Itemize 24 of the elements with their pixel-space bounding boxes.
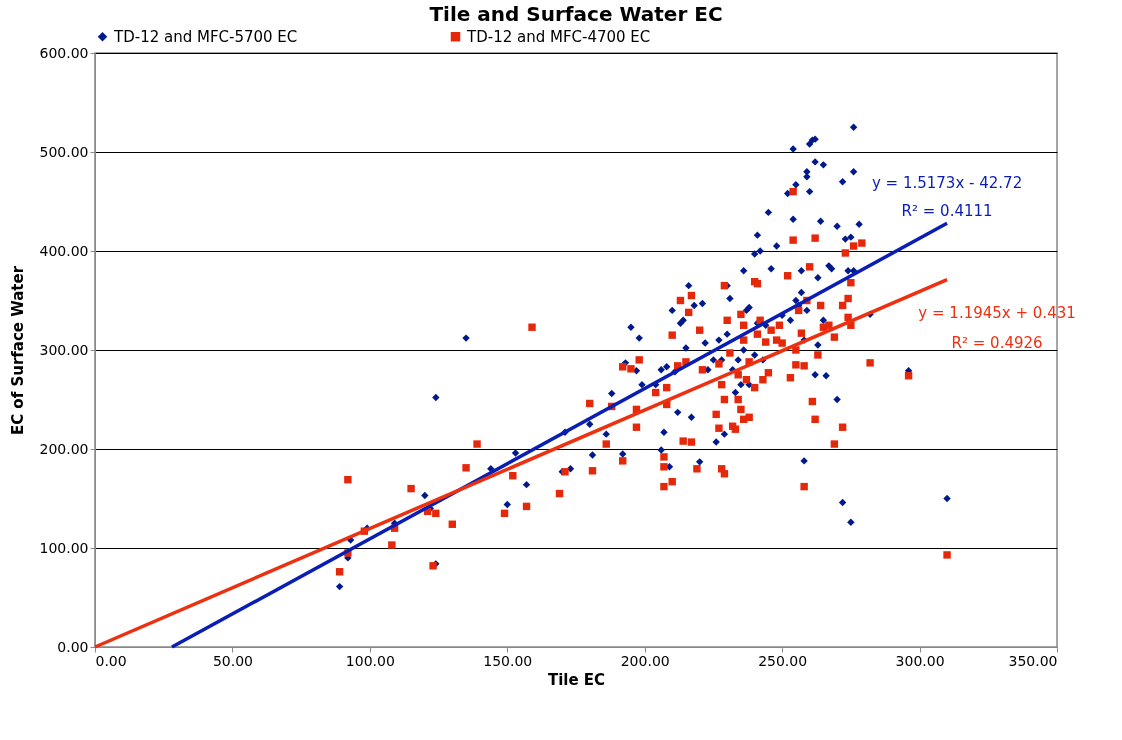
x-tick-label: 250.00: [758, 652, 808, 669]
x-tick-label: 300.00: [895, 652, 945, 669]
x-tick-label: 350.00: [1008, 652, 1058, 669]
x-tick-label: 200.00: [620, 652, 670, 669]
y-axis-title: EC of Surface Water: [8, 265, 27, 436]
y-tick-label: 200.00: [39, 440, 89, 457]
y-tick-label: 0.00: [57, 638, 89, 655]
x-tick-label: 100.00: [345, 652, 395, 669]
annotation: y = 1.5173x - 42.72: [871, 174, 1023, 193]
y-tick-label: 100.00: [39, 539, 89, 556]
annotation: R² = 0.4926: [951, 333, 1043, 352]
y-tick-label: 600.00: [39, 44, 89, 61]
legend-label: TD-12 and MFC-4700 EC: [466, 27, 651, 46]
y-tick-label: 400.00: [39, 242, 89, 259]
x-axis-title: Tile EC: [547, 670, 606, 689]
y-tick-label: 500.00: [39, 143, 89, 160]
chart-title: Tile and Surface Water EC: [429, 2, 723, 26]
y-tick-label: 300.00: [39, 341, 89, 358]
legend-label: TD-12 and MFC-5700 EC: [113, 27, 298, 46]
x-tick-label: 50.00: [212, 652, 253, 669]
x-tick-label: 0.00: [95, 652, 127, 669]
annotation: R² = 0.4111: [901, 202, 993, 221]
annotation: y = 1.1945x + 0.431: [918, 303, 1076, 322]
x-tick-label: 150.00: [483, 652, 533, 669]
